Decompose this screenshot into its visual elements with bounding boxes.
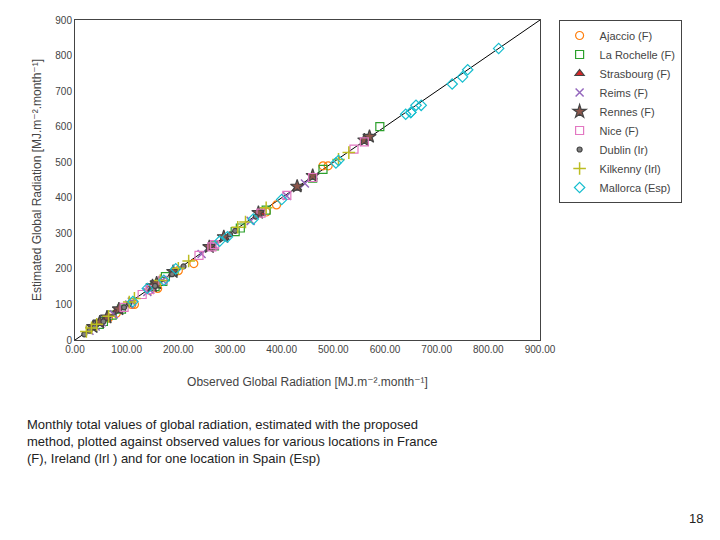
svg-text:500.00: 500.00: [318, 344, 349, 355]
svg-text:Dublin (Ir): Dublin (Ir): [600, 144, 648, 156]
svg-text:600: 600: [55, 121, 72, 132]
svg-text:700: 700: [55, 86, 72, 97]
svg-text:200: 200: [55, 263, 72, 274]
svg-text:800.00: 800.00: [473, 344, 504, 355]
svg-text:800: 800: [55, 50, 72, 61]
svg-text:Mallorca (Esp): Mallorca (Esp): [600, 182, 671, 194]
svg-text:200.00: 200.00: [163, 344, 194, 355]
svg-text:Reims (F): Reims (F): [600, 87, 648, 99]
svg-text:18: 18: [689, 511, 703, 526]
svg-text:900: 900: [55, 15, 72, 26]
svg-text:Strasbourg (F): Strasbourg (F): [600, 68, 671, 80]
svg-text:Rennes (F): Rennes (F): [600, 106, 655, 118]
svg-text:0: 0: [66, 335, 72, 346]
svg-text:Nice (F): Nice (F): [600, 125, 639, 137]
svg-text:500: 500: [55, 157, 72, 168]
svg-text:Kilkenny (Irl): Kilkenny (Irl): [600, 163, 661, 175]
svg-text:600.00: 600.00: [370, 344, 401, 355]
svg-text:0.00: 0.00: [65, 344, 85, 355]
svg-text:100: 100: [55, 299, 72, 310]
svg-text:300: 300: [55, 228, 72, 239]
svg-text:Observed Global Radiation [MJ.: Observed Global Radiation [MJ.m⁻².month⁻…: [187, 375, 428, 389]
svg-text:La Rochelle (F): La Rochelle (F): [600, 49, 675, 61]
svg-text:Monthly total values of global: Monthly total values of global radiation…: [27, 417, 437, 466]
svg-text:300.00: 300.00: [215, 344, 246, 355]
svg-text:100.00: 100.00: [111, 344, 142, 355]
svg-text:Ajaccio (F): Ajaccio (F): [600, 30, 653, 42]
svg-text:400.00: 400.00: [266, 344, 297, 355]
svg-text:Estimated Global Radiation [MJ: Estimated Global Radiation [MJ.m⁻².month…: [30, 59, 44, 301]
svg-text:900.00: 900.00: [525, 344, 556, 355]
svg-text:400: 400: [55, 192, 72, 203]
svg-text:700.00: 700.00: [421, 344, 452, 355]
